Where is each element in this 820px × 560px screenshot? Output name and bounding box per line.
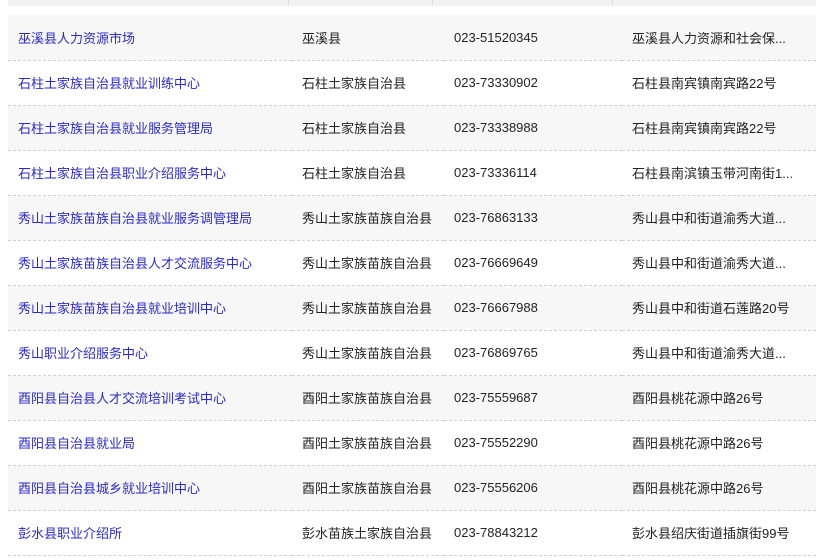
address-cell: 巫溪县人力资源和社会保...: [632, 30, 786, 46]
phone-cell: 023-75552290: [454, 435, 538, 450]
phone-cell: 023-75559687: [454, 390, 538, 405]
phone-cell: 023-76669649: [454, 255, 538, 270]
address-cell: 秀山县中和街道渝秀大道...: [632, 256, 786, 271]
name-cell: 秀山土家族苗族自治县就业培训中心: [8, 285, 292, 330]
agency-link[interactable]: 巫溪县人力资源市场: [18, 30, 136, 46]
table-row: 石柱土家族自治县职业介绍服务中心 石柱土家族自治县 023-73336114 石…: [8, 150, 816, 195]
table-row: 秀山土家族苗族自治县就业培训中心 秀山土家族苗族自治县 023-76667988…: [8, 285, 816, 330]
phone-cell: 023-76667988: [454, 300, 538, 315]
phone-cell: 023-73336114: [454, 165, 537, 180]
table-header: [8, 0, 816, 6]
phone-cell: 023-76863133: [454, 210, 538, 225]
county-cell: 巫溪县: [302, 30, 342, 46]
phone-cell: 023-51520345: [454, 29, 538, 45]
county-cell: 酉阳土家族苗族自治县: [302, 481, 433, 496]
name-cell: 秀山土家族苗族自治县就业服务调管理局: [8, 195, 292, 240]
table-row: 秀山土家族苗族自治县人才交流服务中心 秀山土家族苗族自治县 023-766696…: [8, 240, 816, 285]
phone-cell: 023-78843212: [454, 525, 538, 540]
table-row: 酉阳县自治县就业局 酉阳土家族苗族自治县 023-75552290 酉阳县桃花源…: [8, 420, 816, 465]
agency-link[interactable]: 石柱土家族自治县就业训练中心: [18, 76, 201, 91]
county-cell: 酉阳土家族苗族自治县: [302, 391, 433, 406]
address-cell: 酉阳县桃花源中路26号: [632, 391, 764, 406]
county-cell: 石柱土家族自治县: [302, 121, 407, 136]
county-cell: 石柱土家族自治县: [302, 166, 407, 181]
name-cell: 石柱土家族自治县职业介绍服务中心: [8, 150, 292, 195]
agency-link[interactable]: 酉阳县自治县人才交流培训考试中心: [18, 391, 227, 406]
agency-link[interactable]: 石柱土家族自治县职业介绍服务中心: [18, 166, 227, 181]
column-divider: [288, 0, 289, 6]
phone-cell: 023-73338988: [454, 120, 538, 135]
name-cell: 酉阳县自治县就业局: [8, 420, 292, 465]
agency-link[interactable]: 石柱土家族自治县就业服务管理局: [18, 121, 214, 136]
phone-cell: 023-75556206: [454, 480, 538, 495]
table-row: 彭水县职业介绍所 彭水苗族土家族自治县 023-78843212 彭水县绍庆街道…: [8, 510, 816, 555]
table-row: 酉阳县自治县人才交流培训考试中心 酉阳土家族苗族自治县 023-75559687…: [8, 375, 816, 420]
address-cell: 秀山县中和街道石莲路20号: [632, 301, 790, 316]
county-cell: 秀山土家族苗族自治县: [302, 346, 433, 361]
name-cell: 秀山职业介绍服务中心: [8, 330, 292, 375]
county-cell: 秀山土家族苗族自治县: [302, 211, 433, 226]
table-row: 秀山土家族苗族自治县就业服务调管理局 秀山土家族苗族自治县 023-768631…: [8, 195, 816, 240]
agency-link[interactable]: 秀山土家族苗族自治县就业服务调管理局: [18, 211, 253, 226]
name-cell: 巫溪县人力资源市场: [8, 15, 292, 60]
address-cell: 彭水县绍庆街道插旗街99号: [632, 526, 790, 541]
address-cell: 酉阳县桃花源中路26号: [632, 481, 764, 496]
table-row: 酉阳县自治县城乡就业培训中心 酉阳土家族苗族自治县 023-75556206 酉…: [8, 465, 816, 510]
agency-link[interactable]: 彭水县职业介绍所: [18, 526, 123, 541]
county-cell: 石柱土家族自治县: [302, 76, 407, 91]
name-cell: 彭水县职业介绍所: [8, 510, 292, 555]
address-cell: 秀山县中和街道渝秀大道...: [632, 346, 786, 361]
phone-cell: 023-76869765: [454, 345, 538, 360]
name-cell: 酉阳县自治县人才交流培训考试中心: [8, 375, 292, 420]
agency-link[interactable]: 秀山职业介绍服务中心: [18, 346, 149, 361]
address-cell: 秀山县中和街道渝秀大道...: [632, 211, 786, 226]
name-cell: 石柱土家族自治县就业服务管理局: [8, 105, 292, 150]
county-cell: 秀山土家族苗族自治县: [302, 301, 433, 316]
address-cell: 石柱县南宾镇南宾路22号: [632, 121, 777, 136]
agency-link[interactable]: 秀山土家族苗族自治县就业培训中心: [18, 301, 227, 316]
agency-link[interactable]: 酉阳县自治县城乡就业培训中心: [18, 481, 201, 496]
table-row: 秀山职业介绍服务中心 秀山土家族苗族自治县 023-76869765 秀山县中和…: [8, 330, 816, 375]
agency-link[interactable]: 秀山土家族苗族自治县人才交流服务中心: [18, 256, 253, 271]
column-divider: [612, 0, 613, 6]
name-cell: 石柱土家族自治县就业训练中心: [8, 60, 292, 105]
name-cell: 秀山土家族苗族自治县人才交流服务中心: [8, 240, 292, 285]
phone-cell: 023-73330902: [454, 75, 538, 90]
address-cell: 石柱县南宾镇南宾路22号: [632, 76, 777, 91]
table-row: 石柱土家族自治县就业服务管理局 石柱土家族自治县 023-73338988 石柱…: [8, 105, 816, 150]
address-cell: 酉阳县桃花源中路26号: [632, 436, 764, 451]
county-cell: 彭水苗族土家族自治县: [302, 526, 433, 541]
agency-link[interactable]: 酉阳县自治县就业局: [18, 436, 136, 451]
name-cell: 酉阳县自治县城乡就业培训中心: [8, 465, 292, 510]
county-cell: 秀山土家族苗族自治县: [302, 256, 433, 271]
employment-agency-table: 巫溪县人力资源市场 巫溪县 023-51520345 巫溪县人力资源和社会保..…: [8, 15, 816, 556]
table-row: 巫溪县人力资源市场 巫溪县 023-51520345 巫溪县人力资源和社会保..…: [8, 15, 816, 60]
address-cell: 石柱县南滨镇玉带河南街1...: [632, 166, 794, 181]
table-row: 石柱土家族自治县就业训练中心 石柱土家族自治县 023-73330902 石柱县…: [8, 60, 816, 105]
county-cell: 酉阳土家族苗族自治县: [302, 436, 433, 451]
column-divider: [432, 0, 433, 6]
